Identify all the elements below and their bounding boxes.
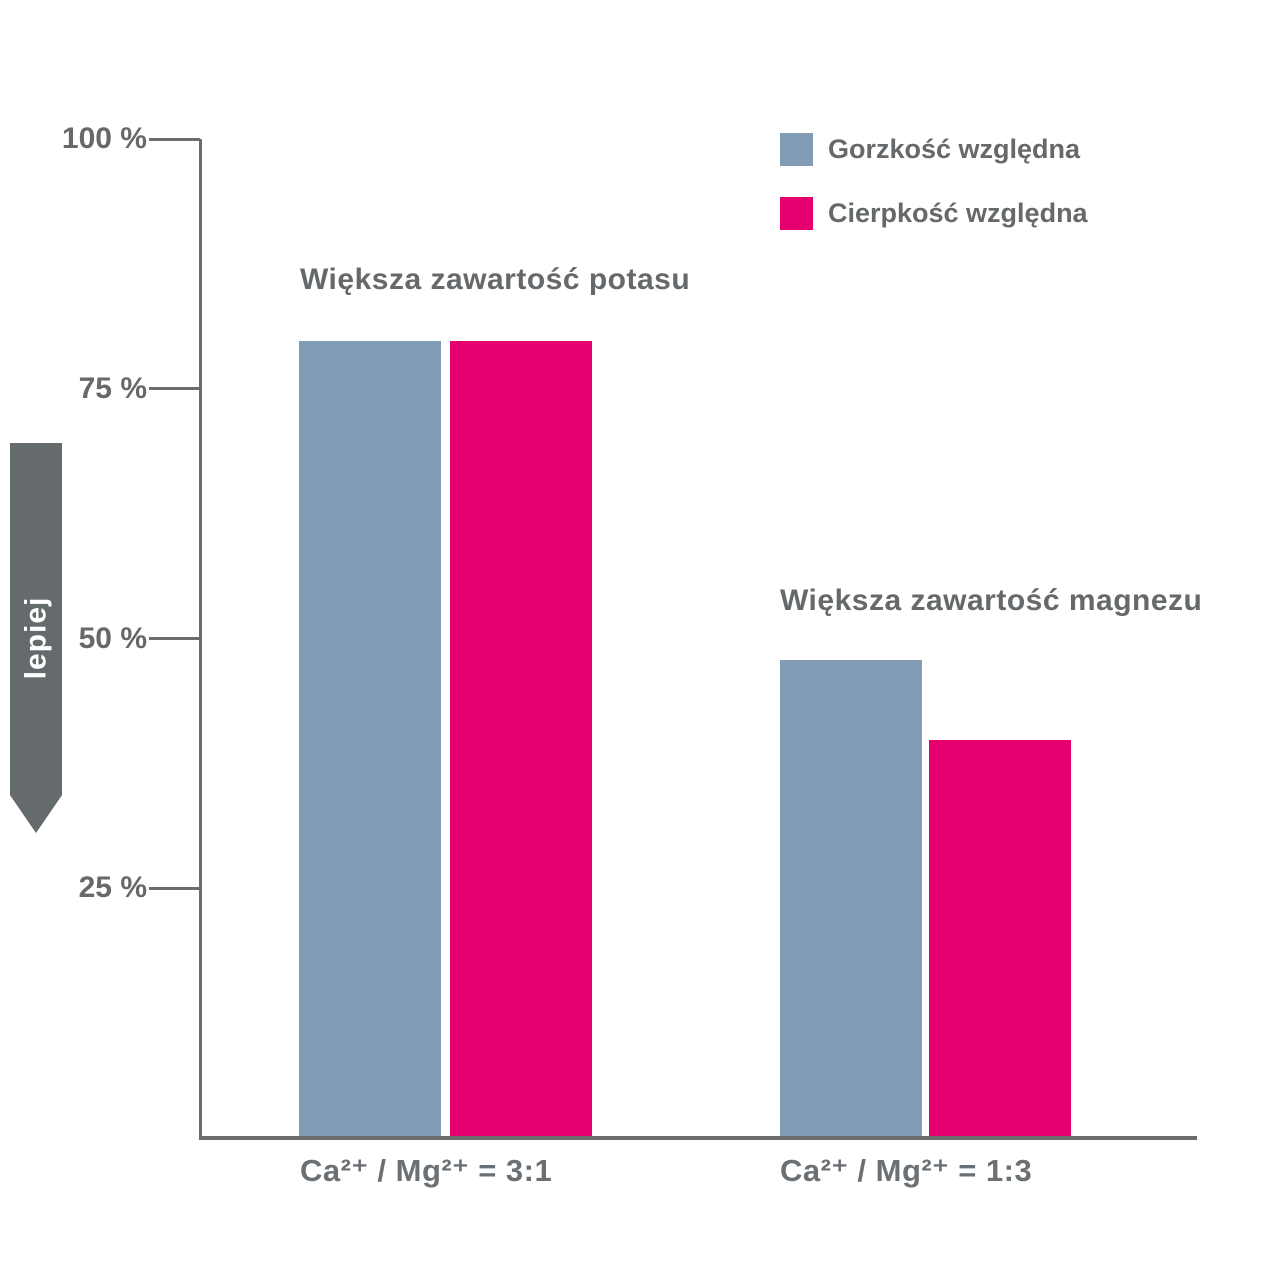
xaxis-label-group1: Ca²⁺ / Mg²⁺ = 3:1 <box>300 1153 553 1188</box>
ytick-line-25 <box>149 886 200 890</box>
legend-swatch-cierpkosc <box>780 196 813 230</box>
legend-label-gorzkosc: Gorzkość względna <box>828 133 1081 164</box>
bar-gorzkosc-group2 <box>780 660 922 1140</box>
x-axis-line <box>199 1136 1197 1140</box>
legend-swatch-gorzkosc <box>780 132 813 166</box>
ytick-label-100: 100 % <box>61 122 147 155</box>
ytick-label-75: 75 % <box>78 371 147 405</box>
legend-label-cierpkosc: Cierpkość względna <box>828 197 1088 228</box>
ytick-line-100 <box>149 137 200 141</box>
ytick-line-75 <box>149 387 200 391</box>
y-axis-line <box>199 139 202 1140</box>
ytick-line-50 <box>149 637 200 640</box>
legend-item-gorzkosc: Gorzkość względna <box>780 132 1088 166</box>
group1-annotation: Większa zawartość potasu <box>300 263 691 296</box>
better-direction-arrow: lepiej <box>10 443 62 833</box>
bar-cierpkosc-group2 <box>929 740 1071 1140</box>
better-direction-arrow-label: lepiej <box>19 596 53 680</box>
ytick-label-25: 25 % <box>78 871 147 905</box>
legend: Gorzkość względna Cierpkość względna <box>780 132 1088 260</box>
bar-gorzkosc-group1 <box>299 341 441 1140</box>
ytick-label-50: 50 % <box>78 621 147 655</box>
legend-item-cierpkosc: Cierpkość względna <box>780 196 1088 230</box>
bar-cierpkosc-group1 <box>450 341 592 1140</box>
xaxis-label-group2: Ca²⁺ / Mg²⁺ = 1:3 <box>780 1153 1033 1188</box>
group2-annotation: Większa zawartość magnezu <box>780 584 1203 617</box>
